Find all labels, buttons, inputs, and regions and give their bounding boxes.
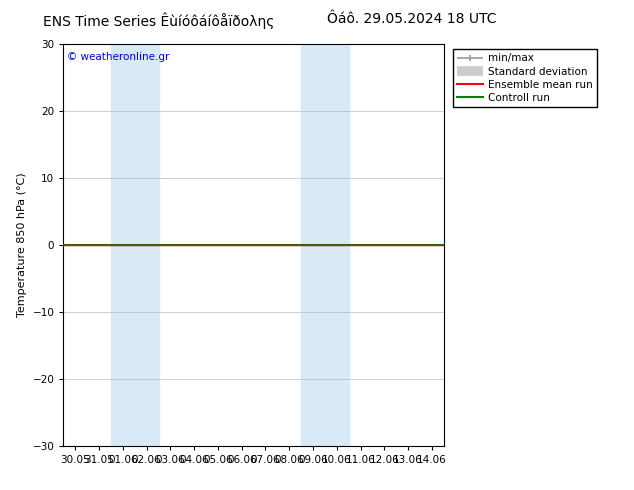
- Y-axis label: Temperature 850 hPa (°C): Temperature 850 hPa (°C): [17, 172, 27, 318]
- Text: © weatheronline.gr: © weatheronline.gr: [67, 52, 169, 62]
- Text: Ôáô. 29.05.2024 18 UTC: Ôáô. 29.05.2024 18 UTC: [327, 12, 497, 26]
- Bar: [111, 44, 158, 446]
- Bar: [301, 44, 349, 446]
- Legend: min/max, Standard deviation, Ensemble mean run, Controll run: min/max, Standard deviation, Ensemble me…: [453, 49, 597, 107]
- Text: ENS Time Series Êùíóôáíôåïðολης: ENS Time Series Êùíóôáíôåïðολης: [43, 12, 274, 29]
